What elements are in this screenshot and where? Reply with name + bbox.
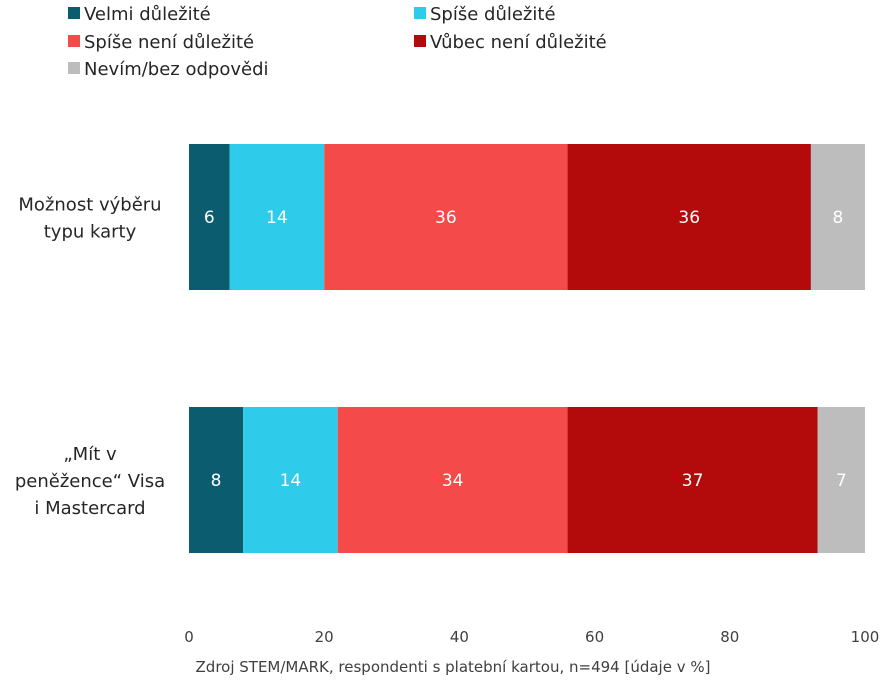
bar-row: 8 14 34 37 7 [189, 407, 865, 553]
x-tick-label: 0 [184, 628, 194, 646]
bar-segment [567, 407, 818, 553]
bar-row: 6 14 36 36 8 [189, 144, 865, 290]
x-axis: 0 20 40 60 80 100 [184, 628, 879, 646]
bar-segment [337, 407, 568, 553]
data-label: 14 [280, 471, 302, 491]
data-label: 36 [678, 208, 700, 228]
data-label: 37 [682, 471, 704, 491]
bar-segment [567, 144, 811, 290]
legend-item: Spíše není důležité [68, 32, 254, 53]
legend-label: Spíše důležité [430, 4, 556, 25]
category-label: Možnost výběru typu karty [18, 195, 161, 243]
legend-label: Nevím/bez odpovědi [84, 59, 269, 80]
legend-item: Spíše důležité [414, 4, 556, 25]
bar-segment [189, 144, 230, 290]
legend-swatch [414, 35, 426, 47]
data-label: 8 [211, 471, 222, 491]
legend-item: Vůbec není důležité [414, 32, 607, 53]
bars: 6 14 36 36 8 8 14 34 37 7 [189, 144, 865, 553]
bar-segment [189, 407, 244, 553]
x-tick-label: 100 [851, 628, 880, 646]
data-label: 14 [266, 208, 288, 228]
data-label: 6 [204, 208, 215, 228]
x-tick-label: 20 [315, 628, 334, 646]
legend-item: Velmi důležité [68, 4, 211, 25]
data-label: 8 [833, 208, 844, 228]
footnote: Zdroj STEM/MARK, respondenti s platební … [196, 658, 711, 676]
x-tick-label: 60 [585, 628, 604, 646]
legend-swatch [68, 62, 80, 74]
bar-segment [324, 144, 568, 290]
x-tick-label: 80 [720, 628, 739, 646]
legend-swatch [68, 7, 80, 19]
data-label: 36 [435, 208, 457, 228]
bar-segment [229, 144, 325, 290]
bar-segment [810, 144, 865, 290]
legend-label: Spíše není důležité [84, 32, 254, 53]
legend: Velmi důležité Spíše důležité Spíše není d… [68, 4, 607, 80]
data-label: 34 [442, 471, 464, 491]
category-labels: Možnost výběru typu karty „Mít v peněžence“… [15, 195, 165, 520]
legend-swatch [68, 35, 80, 47]
legend-item: Nevím/bez odpovědi [68, 59, 269, 80]
bar-segment [817, 407, 865, 553]
legend-label: Velmi důležité [84, 4, 211, 25]
data-label: 7 [836, 471, 847, 491]
legend-label: Vůbec není důležité [430, 32, 607, 53]
bar-segment [243, 407, 338, 553]
category-label: „Mít v peněžence“ Visa i Mastercard [15, 444, 165, 519]
legend-swatch [414, 7, 426, 19]
x-tick-label: 40 [450, 628, 469, 646]
